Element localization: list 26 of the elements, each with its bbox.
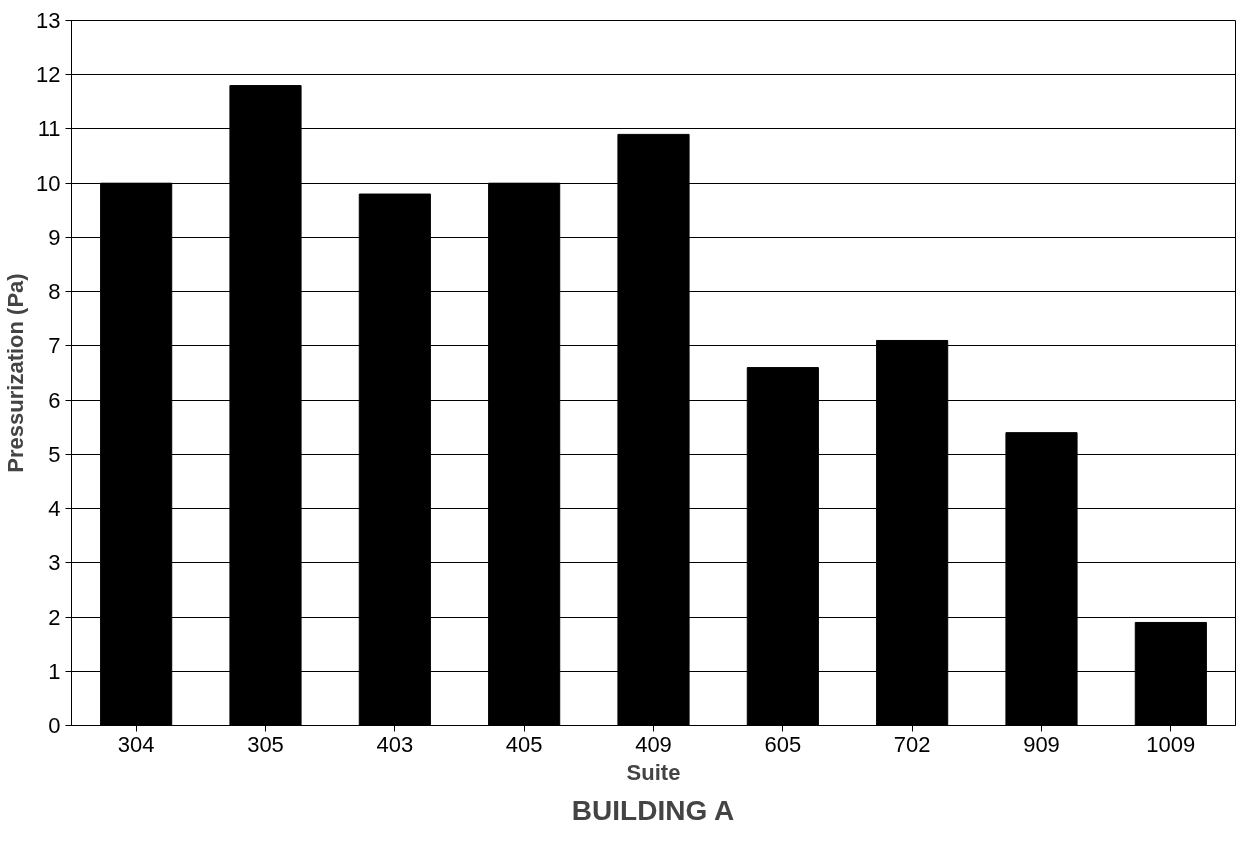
x-tick-label: 909 [1023, 731, 1060, 757]
y-tick-label: 2 [48, 604, 61, 630]
y-tick-label: 5 [48, 441, 61, 467]
y-tick-label: 6 [48, 387, 61, 413]
x-tick-label: 605 [764, 731, 802, 757]
x-tick-label: 405 [505, 731, 543, 757]
x-tick-label: 1009 [1146, 731, 1196, 757]
x-axis-title: Suite [626, 759, 681, 785]
y-tick-label: 4 [48, 496, 61, 522]
y-tick-label: 9 [48, 224, 61, 250]
y-tick-label: 13 [36, 8, 61, 33]
x-tick-label: 702 [893, 731, 931, 757]
y-tick-label: 3 [48, 550, 61, 576]
y-tick-label: 0 [48, 713, 61, 738]
y-axis-title: Pressurization (Pa) [3, 273, 29, 473]
y-tick-label: 12 [36, 62, 61, 88]
x-tick-label: 403 [376, 731, 414, 757]
x-tick-label: 304 [117, 731, 155, 757]
y-tick-label: 11 [37, 116, 61, 142]
y-tick-label: 10 [36, 170, 61, 196]
y-tick-label: 1 [48, 658, 61, 684]
text: BUILDING A [571, 794, 735, 826]
y-tick-label: 7 [48, 333, 61, 359]
x-tick-label: 409 [635, 731, 672, 757]
x-tick-label: 305 [247, 731, 284, 757]
y-tick-label: 8 [48, 279, 61, 305]
